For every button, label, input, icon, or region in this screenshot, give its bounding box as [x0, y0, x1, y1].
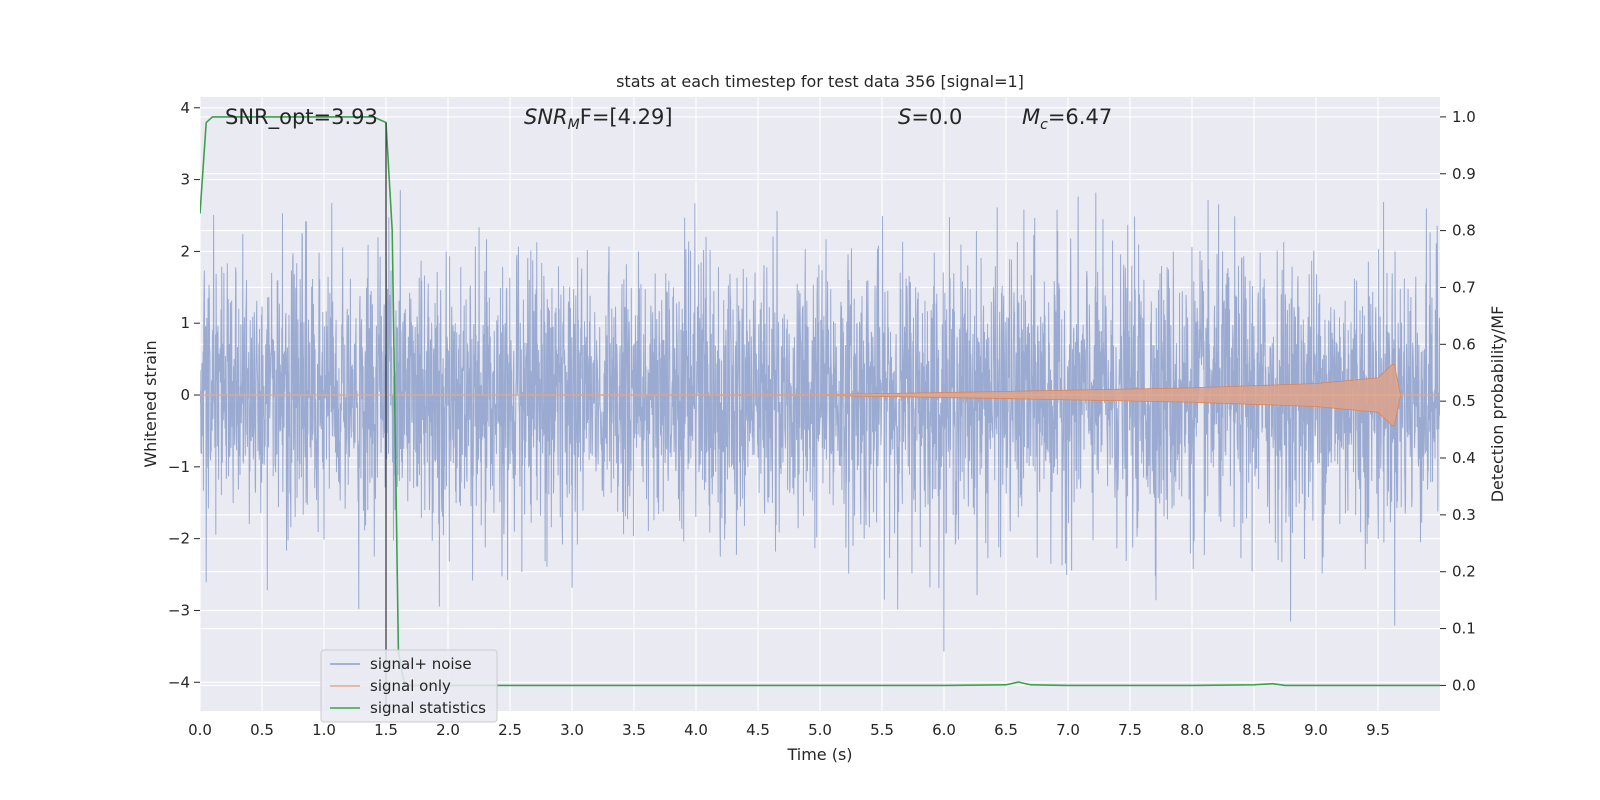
x-tick-label: 1.0 [312, 721, 336, 739]
series-signal-noise [200, 189, 1440, 652]
legend: signal+ noise signal only signal statist… [320, 649, 498, 723]
legend-label-signal-only: signal only [370, 677, 451, 695]
y-axis-label-right: Detection probability/MF [1488, 306, 1507, 503]
x-tick-label: 3.5 [622, 721, 646, 739]
y-tick-label-right: 1.0 [1452, 108, 1476, 126]
grid-left [200, 107, 1440, 683]
y-tick-label-left: 4 [180, 99, 190, 117]
y-tick-label-right: 0.0 [1452, 676, 1476, 694]
annotation-s: S=0.0 [898, 105, 962, 129]
line-signal-statistics [200, 116, 1440, 687]
y-tick-label-right: 0.8 [1452, 222, 1476, 240]
x-tick-label: 9.0 [1304, 721, 1328, 739]
y-tick-label-right: 0.5 [1452, 392, 1476, 410]
x-tick-labels: 0.0 0.5 1.0 1.5 2.0 2.5 3.0 3.5 4.0 4.5 5.0 5.5 6.0 6… [188, 721, 1390, 739]
y-tick-label-right: 0.3 [1452, 506, 1476, 524]
y-tick-label-left: −4 [168, 673, 190, 691]
x-tick-label: 4.5 [746, 721, 770, 739]
series-signal-only [200, 363, 1440, 427]
y-tick-label-left: 1 [180, 314, 190, 332]
x-tick-label: 2.5 [498, 721, 522, 739]
x-tick-label: 4.0 [684, 721, 708, 739]
x-tick-label: 5.5 [870, 721, 894, 739]
annotation-snr-mf: SNRMF=[4.29] [524, 105, 673, 133]
y-tick-label-left: 2 [180, 242, 190, 260]
x-tick-label: 7.0 [1056, 721, 1080, 739]
x-tick-label: 7.5 [1118, 721, 1142, 739]
x-tick-label: 0.5 [250, 721, 274, 739]
y-tick-label-right: 0.7 [1452, 278, 1476, 296]
series-signal-statistics [200, 116, 1440, 687]
x-tick-label: 1.5 [374, 721, 398, 739]
y-axis-label-left: Whitened strain [141, 340, 160, 467]
y-tick-label-left: 0 [180, 386, 190, 404]
y-tick-label-right: 0.1 [1452, 620, 1476, 638]
x-tick-label: 8.0 [1180, 721, 1204, 739]
annotation-mc: Mc=6.47 [1022, 105, 1112, 133]
right-tick-labels: 1.0 0.9 0.8 0.7 0.6 0.5 0.4 0.3 0.2 0.1 0.0 [1440, 108, 1476, 694]
line-signal-noise [200, 189, 1440, 652]
annotation-snr-opt: SNR_opt=3.93 [225, 105, 378, 130]
legend-label-signal-statistics: signal statistics [370, 699, 486, 717]
x-tick-label: 5.0 [808, 721, 832, 739]
y-tick-label-right: 0.2 [1452, 563, 1476, 581]
legend-box [320, 649, 498, 723]
y-tick-label-left: −2 [168, 530, 190, 548]
y-tick-label-left: −1 [168, 458, 190, 476]
y-tick-label-right: 0.6 [1452, 335, 1476, 353]
x-tick-label: 6.0 [932, 721, 956, 739]
x-tick-label: 8.5 [1242, 721, 1266, 739]
left-tick-labels: 4 3 2 1 0 −1 −2 −3 −4 [168, 99, 200, 691]
x-tick-label: 6.5 [994, 721, 1018, 739]
y-tick-label-left: 3 [180, 171, 190, 189]
chart-title: stats at each timestep for test data 356… [616, 72, 1024, 91]
y-tick-label-right: 0.9 [1452, 165, 1476, 183]
x-tick-label: 2.0 [436, 721, 460, 739]
y-tick-label-right: 0.4 [1452, 449, 1476, 467]
x-tick-label: 9.5 [1366, 721, 1390, 739]
y-tick-label-left: −3 [168, 601, 190, 619]
legend-label-signal-noise: signal+ noise [370, 655, 472, 673]
x-axis-label: Time (s) [786, 745, 852, 764]
x-tick-label: 3.0 [560, 721, 584, 739]
x-tick-label: 0.0 [188, 721, 212, 739]
